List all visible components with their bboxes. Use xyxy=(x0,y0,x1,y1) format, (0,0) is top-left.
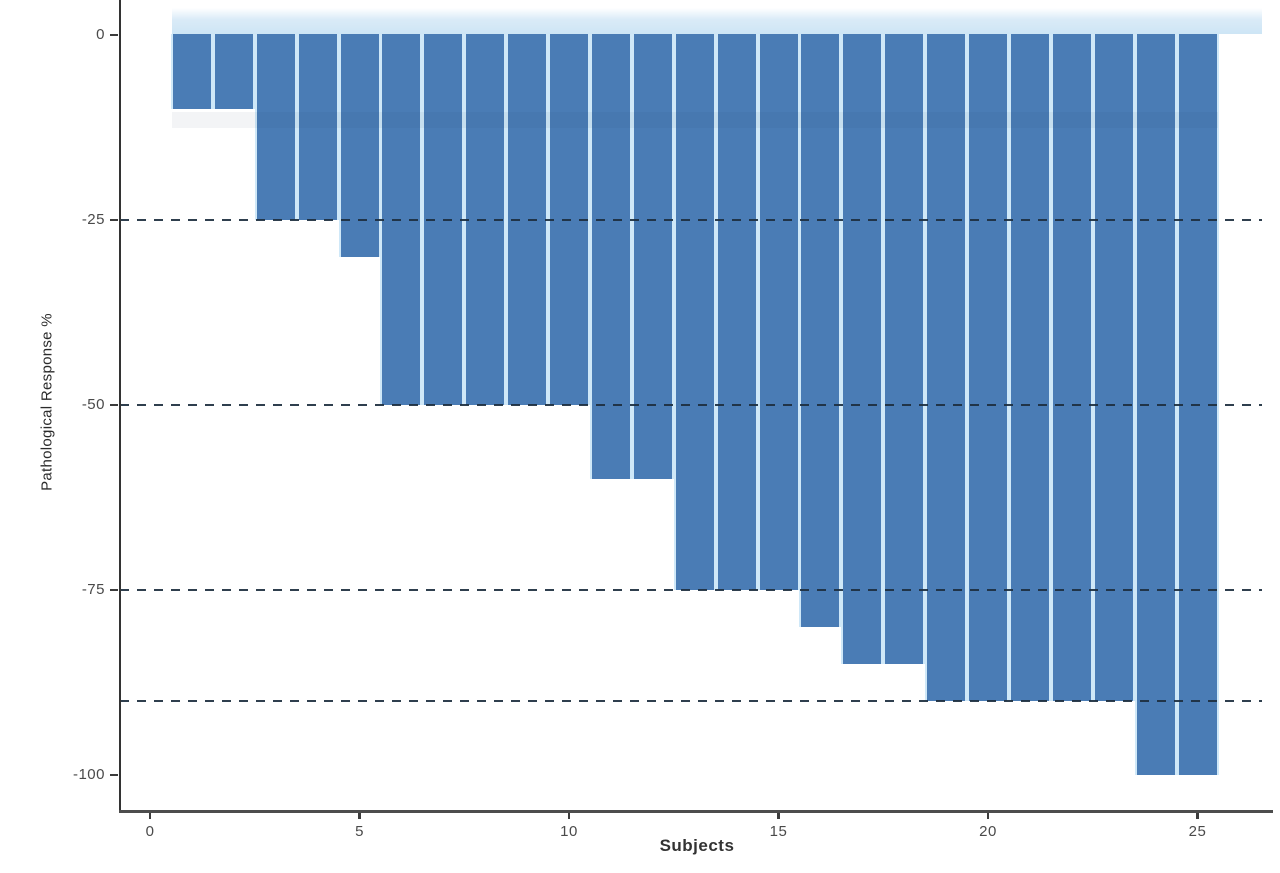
bar-subject-3 xyxy=(254,34,297,220)
y-tick-label-0: 0 xyxy=(96,26,105,43)
x-tick-15 xyxy=(777,811,780,819)
bar-subject-22 xyxy=(1050,34,1093,701)
gridline--90 xyxy=(120,699,1262,703)
bar-subject-13 xyxy=(673,34,716,590)
y-tick-label--75: -75 xyxy=(81,581,105,598)
x-axis-title: Subjects xyxy=(659,836,735,855)
bar-subject-4 xyxy=(296,34,339,220)
y-tick-label--50: -50 xyxy=(81,396,105,413)
bar-subject-2 xyxy=(212,34,255,109)
bar-subject-18 xyxy=(883,34,926,664)
y-tick--25 xyxy=(110,218,118,222)
gridline--75 xyxy=(120,588,1262,592)
y-axis-title: Pathological Response % xyxy=(38,313,56,491)
x-tick-25 xyxy=(1196,811,1199,819)
bar-subject-1 xyxy=(170,34,213,109)
x-tick-5 xyxy=(358,811,361,819)
bar-subject-16 xyxy=(799,34,842,627)
x-tick-label-5: 5 xyxy=(355,823,364,840)
bar-subject-20 xyxy=(967,34,1009,701)
y-tick-label--25: -25 xyxy=(81,211,105,228)
x-tick-label-20: 20 xyxy=(979,823,997,840)
bar-subject-23 xyxy=(1092,34,1135,701)
x-tick-label-25: 25 xyxy=(1188,823,1207,840)
y-tick--100 xyxy=(110,773,118,777)
gridline--25 xyxy=(120,218,1262,222)
top-artifact-band xyxy=(172,8,1262,34)
bar-subject-19 xyxy=(925,34,968,701)
bar-subject-5 xyxy=(338,34,381,257)
bar-subject-11 xyxy=(589,34,632,479)
bar-subject-14 xyxy=(715,34,758,590)
bar-subject-15 xyxy=(757,34,800,590)
x-tick-0 xyxy=(148,811,152,819)
x-tick-10 xyxy=(567,811,571,819)
y-tick-label--100: -100 xyxy=(72,766,105,783)
bar-subject-21 xyxy=(1008,34,1051,701)
mid-artifact-stripe xyxy=(172,112,1218,128)
x-tick-label-10: 10 xyxy=(560,823,578,840)
y-tick--75 xyxy=(110,588,118,592)
gridline--50 xyxy=(120,403,1262,407)
x-tick-label-0: 0 xyxy=(145,823,155,840)
y-tick-0 xyxy=(110,33,118,37)
x-tick-20 xyxy=(986,811,990,819)
bar-subject-12 xyxy=(631,34,674,479)
bar-subject-17 xyxy=(841,34,884,664)
x-tick-label-15: 15 xyxy=(769,823,788,840)
x-axis-line xyxy=(118,810,1273,813)
y-axis-line xyxy=(118,0,122,812)
y-tick--50 xyxy=(110,403,118,407)
